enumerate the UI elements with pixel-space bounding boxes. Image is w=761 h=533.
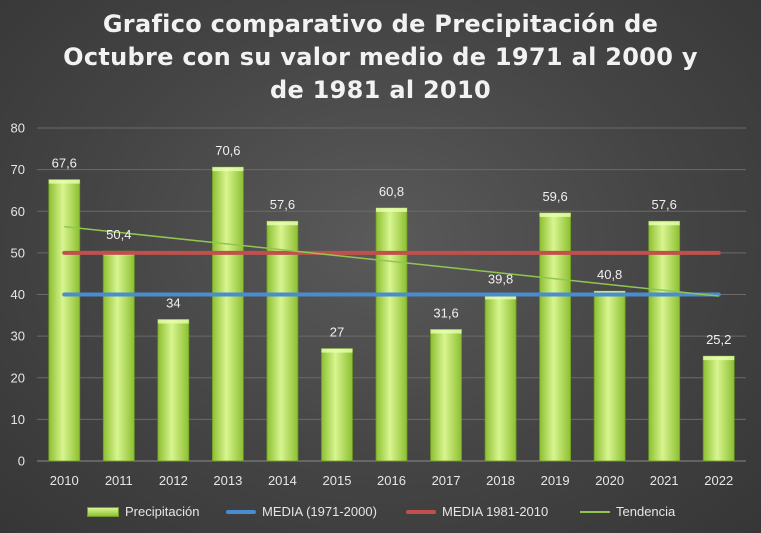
bar-cap-2010 <box>48 179 80 184</box>
data-label-2018: 39,8 <box>488 271 513 286</box>
data-label-2011: 50,4 <box>106 227 131 242</box>
bar-cap-2015 <box>321 348 353 353</box>
legend-swatch-precipitacion <box>87 506 119 517</box>
x-tick-label-2016: 2016 <box>377 473 406 488</box>
legend-item-precipitacion: Precipitación <box>87 504 199 519</box>
x-tick-label-2022: 2022 <box>704 473 733 488</box>
x-tick-label-2013: 2013 <box>213 473 242 488</box>
reference-lines <box>62 225 721 297</box>
x-tick-label-2020: 2020 <box>595 473 624 488</box>
bar-cap-2016 <box>376 207 407 212</box>
x-tick-label-2018: 2018 <box>486 473 515 488</box>
y-axis-ticks: 0 10 20 30 40 50 60 70 80 <box>11 121 25 469</box>
x-tick-label-2017: 2017 <box>432 473 461 488</box>
bar-2020 <box>593 290 626 462</box>
bar-2022 <box>702 355 735 462</box>
bar-2012 <box>157 319 190 462</box>
y-tick-label: 50 <box>11 245 25 260</box>
x-tick-label-2010: 2010 <box>50 473 79 488</box>
y-tick-label: 0 <box>18 454 25 469</box>
chart-title-line-3: de 1981 al 2010 <box>269 76 492 104</box>
x-tick-label-2015: 2015 <box>323 473 352 488</box>
data-label-2019: 59,6 <box>542 189 567 204</box>
data-label-2015: 27 <box>330 325 344 340</box>
y-tick-label: 20 <box>11 370 25 385</box>
y-tick-label: 70 <box>11 162 25 177</box>
bar-cap-2018 <box>485 295 517 300</box>
bar-2018 <box>484 294 517 462</box>
legend-item-media-1981-2010: MEDIA 1981-2010 <box>406 504 548 519</box>
data-label-2021: 57,6 <box>652 197 677 212</box>
data-label-2016: 60,8 <box>379 184 404 199</box>
y-tick-label: 80 <box>11 121 25 136</box>
bar-2019 <box>539 212 572 462</box>
bar-cap-2017 <box>430 329 462 334</box>
legend-label-precipitacion: Precipitación <box>125 504 200 519</box>
data-label-2013: 70,6 <box>215 143 240 158</box>
x-axis-ticks: 2010 2011 2012 2013 2014 2015 2016 2017 2018 2019… <box>50 473 733 488</box>
legend-swatch-media-1971-2000 <box>226 509 256 514</box>
x-tick-label-2014: 2014 <box>268 473 297 488</box>
legend-item-tendencia: Tendencia <box>580 504 675 519</box>
chart-title: Grafico comparativo de Precipitación de … <box>0 8 761 107</box>
bar-cap-2012 <box>157 319 189 324</box>
bar-cap-2014 <box>266 221 298 226</box>
legend: Precipitación MEDIA (1971-2000) MEDIA 19… <box>0 504 761 524</box>
y-tick-label: 30 <box>11 329 25 344</box>
tendencia-line <box>64 225 719 297</box>
y-tick-label: 10 <box>11 412 25 427</box>
bar-2015 <box>321 348 353 462</box>
x-tick-label-2011: 2011 <box>105 473 133 488</box>
y-tick-label: 60 <box>11 204 25 219</box>
data-label-2020: 40,8 <box>597 267 622 282</box>
legend-swatch-media-1981-2010 <box>406 509 436 514</box>
legend-label-tendencia: Tendencia <box>616 504 676 519</box>
legend-label-media-1981-2010: MEDIA 1981-2010 <box>442 504 549 519</box>
y-tick-label: 40 <box>11 287 25 302</box>
x-tick-label-2019: 2019 <box>541 473 570 488</box>
bar-2010 <box>48 179 81 462</box>
x-tick-label-2021: 2021 <box>650 473 679 488</box>
bar-2014 <box>266 220 299 462</box>
data-label-2014: 57,6 <box>270 197 295 212</box>
x-tick-label-2012: 2012 <box>159 473 188 488</box>
bar-cap-2019 <box>539 212 571 217</box>
data-label-2012: 34 <box>166 295 180 310</box>
data-label-2017: 31,6 <box>433 305 458 320</box>
bar-cap-2013 <box>212 167 244 172</box>
legend-item-media-1971-2000: MEDIA (1971-2000) <box>226 504 377 519</box>
legend-label-media-1971-2000: MEDIA (1971-2000) <box>262 504 377 519</box>
data-label-2010: 67,6 <box>52 156 77 171</box>
bar-cap-2022 <box>703 356 735 361</box>
bar-2013 <box>211 166 244 462</box>
bar-2016 <box>375 207 408 462</box>
chart-title-line-2: Octubre con su valor medio de 1971 al 20… <box>63 43 698 71</box>
chart-title-line-1: Grafico comparativo de Precipitación de <box>102 10 659 38</box>
bar-2011 <box>102 250 135 462</box>
data-labels: 67,6 50,4 34 70,6 57,6 27 60,8 31,6 39,8 59,6 40,8… <box>52 143 732 347</box>
legend-swatch-tendencia <box>580 510 610 513</box>
data-label-2022: 25,2 <box>706 332 731 347</box>
bar-2017 <box>430 329 462 462</box>
bar-2021 <box>648 220 681 462</box>
bar-cap-2021 <box>648 221 680 226</box>
